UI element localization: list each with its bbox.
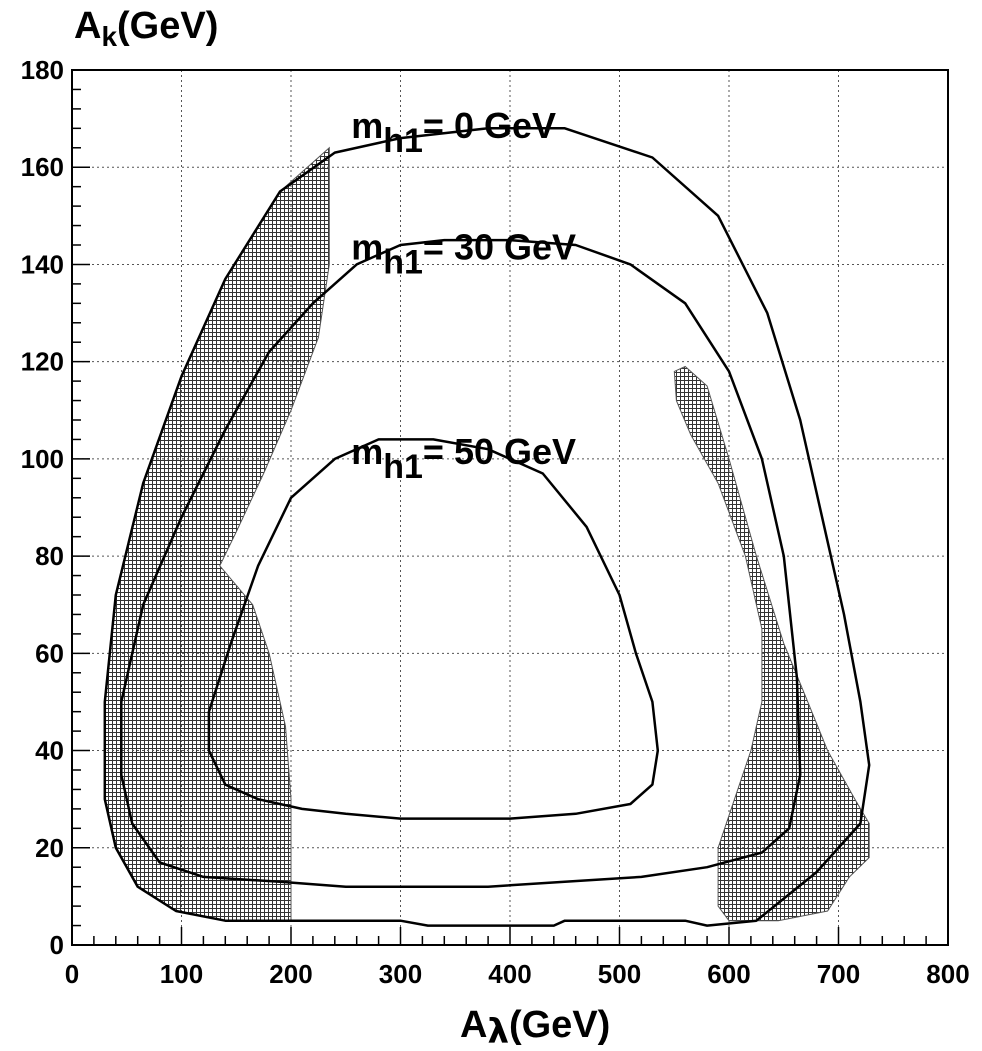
y-tick-label: 20 — [35, 833, 64, 863]
contour-line-3 — [207, 438, 660, 820]
grid-lines — [72, 70, 948, 945]
x-tick-label: 400 — [488, 959, 531, 989]
y-tick-label: 160 — [21, 152, 64, 182]
y-tick-label: 80 — [35, 541, 64, 571]
contour-line-1 — [103, 127, 871, 927]
x-tick-label: 700 — [817, 959, 860, 989]
x-tick-label: 500 — [598, 959, 641, 989]
contour-label-2: mh1= 30 GeV — [351, 227, 576, 282]
contour-line-2 — [120, 238, 802, 888]
y-tick-label: 60 — [35, 638, 64, 668]
x-axis-label: Aλ(GeV) — [460, 1004, 610, 1051]
x-tick-label: 0 — [65, 959, 79, 989]
contour-label-1: mh1= 0 GeV — [351, 105, 556, 160]
x-tick-label: 300 — [379, 959, 422, 989]
axis-ticks — [71, 69, 949, 946]
y-tick-label: 40 — [35, 736, 64, 766]
y-tick-label: 180 — [21, 55, 64, 85]
shaded-regions — [104, 146, 870, 922]
y-axis-label: Ak(GeV) — [74, 5, 218, 52]
x-tick-label: 200 — [269, 959, 312, 989]
y-tick-label: 120 — [21, 347, 64, 377]
tick-labels: 0 100 200 300 400 500 600 700 800 0 20 40 60 80 100 120… — [21, 55, 970, 989]
contour-labels: mh1= 0 GeV mh1= 30 GeV mh1= 50 GeV — [351, 105, 576, 486]
shaded-region-2 — [673, 365, 870, 922]
x-tick-label: 100 — [160, 959, 203, 989]
x-tick-label: 800 — [926, 959, 969, 989]
shaded-region-1 — [104, 146, 330, 922]
y-tick-label: 100 — [21, 444, 64, 474]
contour-label-3: mh1= 50 GeV — [351, 431, 576, 486]
y-tick-label: 0 — [50, 930, 64, 960]
x-tick-label: 600 — [707, 959, 750, 989]
y-tick-label: 140 — [21, 249, 64, 279]
contour-lines — [103, 127, 871, 927]
